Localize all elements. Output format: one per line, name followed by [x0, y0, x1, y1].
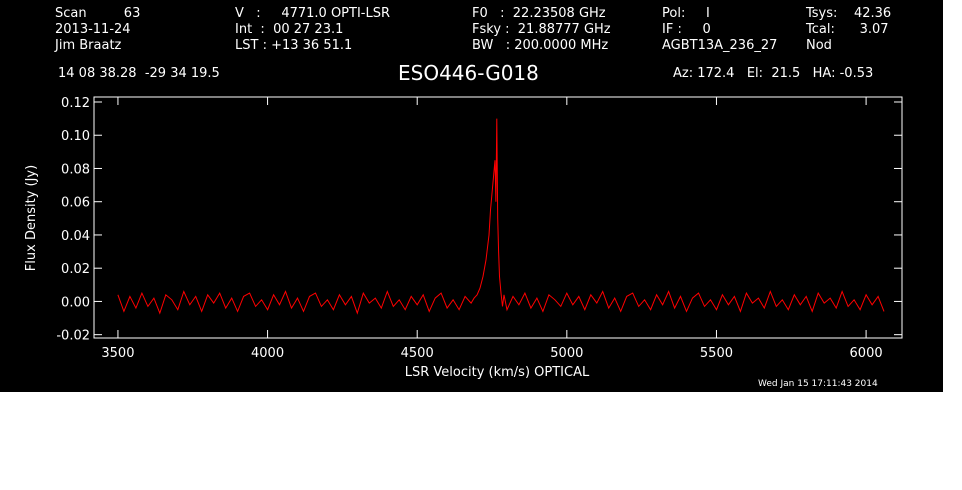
y-tick-label: 0.08: [61, 162, 90, 177]
sky-frequency: Fsky : 21.88777 GHz: [472, 22, 611, 37]
polarization: Pol: I: [662, 6, 710, 21]
bandwidth: BW : 200.0000 MHz: [472, 38, 609, 53]
x-axis-label: LSR Velocity (km/s) OPTICAL: [405, 365, 590, 380]
spectrum-chart: 3500 4000 4500 5000 5500 6000 -0.02 0.00 0.02 0.…: [24, 96, 903, 380]
y-tick-label: 0.10: [61, 129, 90, 144]
x-tick-label: 3500: [101, 346, 134, 361]
velocity-info: V : 4771.0 OPTI-LSR: [235, 6, 391, 21]
y-tick-label: -0.02: [56, 329, 90, 344]
y-tick-label: 0.04: [61, 229, 90, 244]
source-coordinates: 14 08 38.28 -29 34 19.5: [58, 66, 220, 81]
observer-name: Jim Braatz: [55, 38, 122, 53]
x-tick-label: 5000: [550, 346, 583, 361]
lst-info: LST : +13 36 51.1: [235, 38, 353, 53]
x-tick-label: 4000: [251, 346, 284, 361]
timestamp: Wed Jan 15 17:11:43 2014: [758, 379, 878, 389]
x-tick-label: 4500: [401, 346, 434, 361]
tcal: Tcal: 3.07: [806, 22, 889, 37]
observation-date: 2013-11-24: [55, 22, 131, 37]
project-id: AGBT13A_236_27: [662, 38, 778, 53]
y-tick-label: 0.02: [61, 262, 90, 277]
az-el-ha: Az: 172.4 El: 21.5 HA: -0.53: [673, 66, 874, 81]
y-tick-label: 0.00: [61, 295, 90, 310]
integration-time: Int : 00 27 23.1: [235, 22, 344, 37]
scan-number: Scan 63: [55, 6, 141, 21]
rest-frequency: F0 : 22.23508 GHz: [472, 6, 606, 21]
x-tick-label: 6000: [850, 346, 883, 361]
plot-frame: [93, 96, 903, 339]
x-tick-label: 5500: [700, 346, 733, 361]
y-tick-label: 0.06: [61, 196, 90, 211]
y-axis-label: Flux Density (Jy): [24, 165, 39, 271]
if-number: IF : 0: [662, 22, 711, 37]
procedure: Nod: [806, 38, 832, 53]
y-tick-label: 0.12: [61, 96, 90, 111]
spectrum-trace: [117, 118, 885, 315]
source-name: ESO446-G018: [398, 61, 539, 85]
tsys: Tsys: 42.36: [806, 6, 892, 21]
plot-panel: Scan 63 2013-11-24 Jim Braatz V : 4771.0…: [0, 0, 943, 392]
